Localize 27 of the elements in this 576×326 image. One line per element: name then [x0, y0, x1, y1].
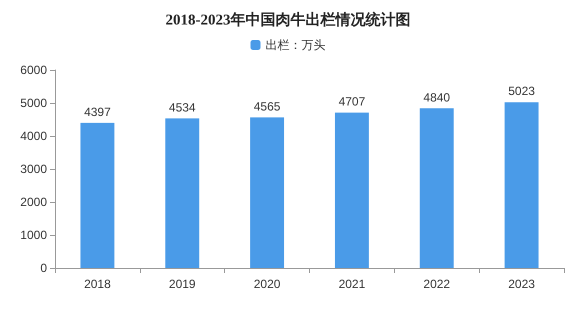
y-tick-label: 6000 [20, 63, 48, 77]
y-tick-label: 2000 [20, 195, 48, 209]
x-tick-label: 2018 [84, 277, 112, 291]
data-label: 5023 [508, 84, 536, 98]
x-tick-label: 2020 [254, 277, 281, 291]
x-tick-label: 2022 [423, 277, 450, 291]
data-label: 4840 [423, 90, 450, 104]
x-tick-label: 2023 [508, 277, 536, 291]
legend-label: 出栏：万头 [266, 38, 326, 52]
y-tick-label: 3000 [20, 162, 48, 176]
y-tick-label: 1000 [20, 228, 48, 242]
bar [165, 118, 200, 268]
y-tick-label: 5000 [20, 96, 48, 110]
y-tick-label: 0 [40, 261, 48, 275]
data-label: 4565 [254, 99, 281, 114]
bar [504, 102, 539, 268]
data-label: 4707 [338, 94, 366, 109]
data-label: 4397 [84, 104, 112, 119]
bar [250, 117, 284, 268]
chart-title: 2018-2023年中国肉牛出栏情况统计图 [166, 12, 410, 28]
bar [334, 112, 369, 268]
data-label: 4534 [168, 100, 196, 114]
x-tick-label: 2019 [168, 277, 196, 291]
x-tick-label: 2021 [338, 277, 366, 291]
bar [80, 122, 114, 268]
y-tick-label: 4000 [20, 129, 48, 143]
bar [420, 108, 454, 268]
